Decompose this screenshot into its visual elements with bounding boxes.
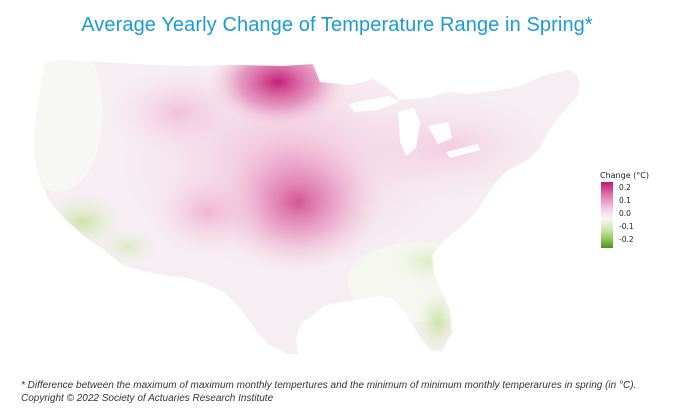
lake-michigan <box>398 108 420 156</box>
legend: Change (°C) 0.2 0.1 0.0 -0.1 -0.2 <box>600 171 670 261</box>
legend-color-bar <box>601 182 613 248</box>
footnote: * Difference between the maximum of maxi… <box>21 379 671 405</box>
legend-tick: -0.2 <box>619 235 634 244</box>
legend-title: Change (°C) <box>600 171 649 180</box>
footnote-definition: * Difference between the maximum of maxi… <box>21 380 637 391</box>
lake-huron <box>428 122 452 144</box>
lake-superior <box>348 96 400 112</box>
lake-erie <box>446 144 480 158</box>
cool-florida <box>413 287 463 354</box>
legend-tick: 0.0 <box>619 209 631 218</box>
copyright: Copyright © 2022 Society of Actuaries Re… <box>21 393 274 404</box>
map-title: Average Yearly Change of Temperature Ran… <box>81 14 593 36</box>
legend-tick: -0.1 <box>619 222 634 231</box>
us-map-svg <box>34 60 580 354</box>
choropleth-map <box>28 52 608 372</box>
legend-tick: 0.2 <box>619 183 631 192</box>
legend-tick: 0.1 <box>619 196 631 205</box>
